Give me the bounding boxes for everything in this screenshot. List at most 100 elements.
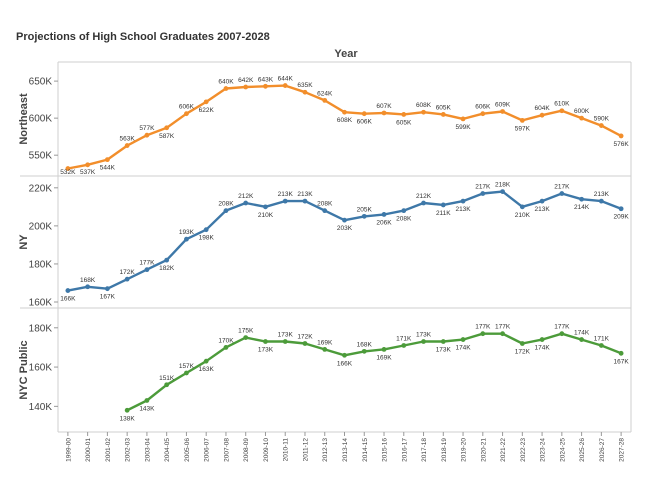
data-label: 642K: [238, 77, 254, 84]
data-label: 608K: [337, 117, 353, 124]
data-label: 203K: [337, 225, 353, 232]
data-label: 157K: [179, 363, 195, 370]
data-label: 170K: [218, 337, 234, 344]
x-tick-label: 2012-13: [322, 438, 329, 462]
y-tick-label: 140K: [29, 402, 53, 413]
data-point: [302, 89, 308, 95]
data-point: [361, 348, 367, 354]
data-label: 640K: [218, 79, 234, 86]
data-point: [440, 339, 446, 344]
data-point: [598, 123, 604, 128]
data-label: 205K: [357, 206, 373, 213]
row-label: NYC Public: [18, 340, 30, 399]
x-tick-label: 2000-01: [85, 438, 92, 462]
data-point: [460, 116, 466, 122]
data-point: [460, 337, 466, 342]
data-point: [184, 111, 189, 117]
data-point: [519, 117, 525, 123]
data-label: 609K: [495, 101, 511, 108]
data-point: [263, 204, 268, 210]
y-tick-label: 180K: [29, 259, 53, 270]
data-point: [243, 200, 249, 206]
y-tick-label: 550K: [29, 151, 53, 162]
x-tick-label: 2009-10: [263, 438, 270, 462]
x-tick-label: 2007-08: [223, 438, 230, 462]
y-tick-label: 160K: [29, 363, 53, 374]
data-point: [184, 236, 189, 242]
chart-title: Projections of High School Graduates 200…: [16, 31, 270, 43]
data-point: [618, 206, 624, 212]
data-label: 173K: [416, 332, 432, 339]
x-tick-label: 2024-25: [559, 438, 566, 462]
data-point: [203, 358, 209, 364]
data-label: 208K: [317, 201, 333, 208]
x-tick-label: 2023-24: [540, 438, 547, 462]
data-label: 218K: [495, 182, 511, 189]
x-tick-label: 2021-22: [500, 438, 507, 462]
data-label: 213K: [455, 206, 471, 213]
data-label: 217K: [475, 184, 491, 191]
data-label: 163K: [199, 366, 215, 373]
data-point: [203, 99, 209, 105]
data-label: 167K: [614, 358, 630, 365]
data-point: [401, 112, 407, 117]
data-label: 198K: [199, 235, 215, 242]
data-point: [263, 83, 268, 89]
data-point: [559, 191, 565, 196]
data-label: 177K: [554, 324, 570, 331]
x-tick-label: 2019-20: [461, 438, 468, 462]
data-label: 606K: [357, 119, 373, 126]
data-label: 605K: [396, 119, 412, 126]
data-label: 208K: [396, 216, 412, 223]
row-label: NY: [18, 234, 30, 250]
data-point: [460, 198, 466, 204]
data-point: [381, 346, 387, 352]
data-label: 606K: [179, 104, 195, 111]
x-tick-label: 2003-04: [144, 438, 151, 462]
data-point: [421, 109, 426, 115]
data-point: [440, 112, 446, 117]
data-point: [579, 196, 585, 202]
y-tick-label: 600K: [29, 114, 53, 125]
data-point: [322, 208, 328, 214]
data-point: [223, 208, 229, 214]
data-point: [282, 198, 288, 204]
data-label: 168K: [357, 341, 373, 348]
data-point: [539, 112, 545, 118]
data-point: [144, 267, 150, 273]
data-label: 209K: [614, 214, 630, 221]
x-tick-label: 2027-28: [619, 438, 626, 462]
data-point: [322, 97, 328, 103]
data-label: 643K: [258, 76, 274, 83]
data-label: 644K: [278, 76, 294, 83]
data-label: 171K: [396, 335, 412, 342]
data-label: 600K: [574, 108, 590, 115]
data-point: [203, 227, 209, 233]
data-point: [421, 339, 426, 344]
data-label: 544K: [100, 165, 116, 172]
data-point: [322, 346, 328, 352]
data-label: 213K: [594, 191, 610, 198]
data-label: 167K: [100, 294, 116, 301]
data-point: [500, 109, 505, 114]
data-label: 213K: [297, 191, 313, 198]
data-point: [104, 157, 110, 163]
data-label: 174K: [455, 345, 471, 352]
data-label: 210K: [515, 212, 531, 219]
data-point: [480, 191, 486, 196]
x-tick-label: 2016-17: [401, 438, 408, 462]
x-tick-label: 2002-03: [125, 438, 132, 462]
data-label: 210K: [258, 212, 274, 219]
data-label: 151K: [159, 375, 175, 382]
data-point: [164, 257, 170, 263]
data-point: [223, 345, 229, 350]
data-point: [65, 288, 71, 293]
data-label: 143K: [139, 405, 155, 412]
data-point: [559, 331, 565, 337]
data-label: 213K: [534, 206, 550, 213]
x-tick-label: 2014-15: [362, 438, 369, 462]
column-header-year: Year: [334, 48, 358, 60]
data-label: 166K: [337, 360, 353, 367]
data-point: [342, 352, 347, 358]
x-tick-label: 2022-23: [520, 438, 527, 462]
